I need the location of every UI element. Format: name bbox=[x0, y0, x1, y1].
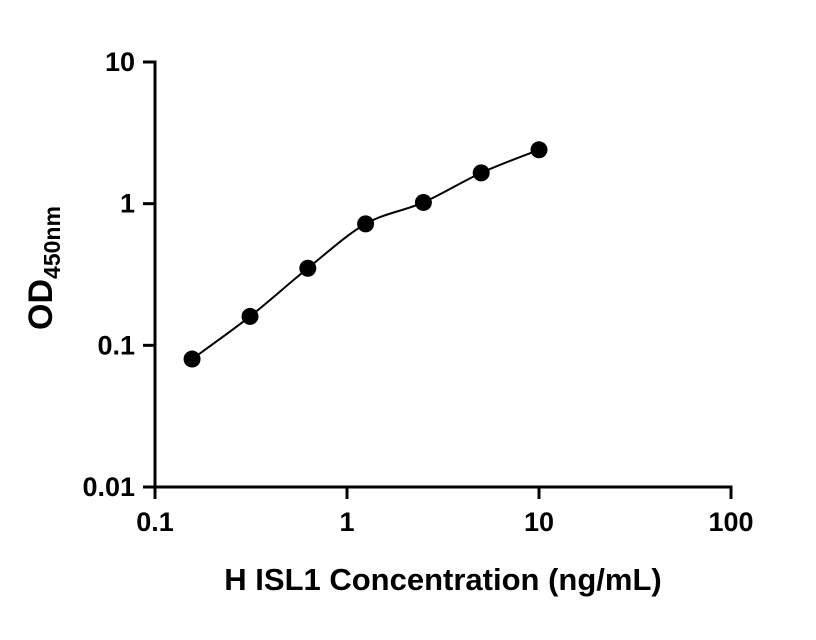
y-axis-title-main: OD bbox=[22, 279, 60, 330]
x-tick-label: 0.1 bbox=[136, 507, 174, 537]
data-point bbox=[241, 307, 259, 325]
y-tick-label: 1 bbox=[120, 189, 135, 219]
y-tick-label: 0.01 bbox=[82, 472, 135, 502]
y-tick-label: 0.1 bbox=[97, 330, 135, 360]
data-point bbox=[472, 164, 490, 182]
x-tick-label: 10 bbox=[524, 507, 554, 537]
x-axis-title: H ISL1 Concentration (ng/mL) bbox=[224, 562, 661, 597]
y-axis-title-subscript: 450nm bbox=[39, 206, 65, 279]
x-tick-label: 100 bbox=[708, 507, 753, 537]
series-layer bbox=[183, 141, 548, 368]
fit-curve-line bbox=[191, 148, 540, 360]
data-point bbox=[414, 193, 432, 211]
x-tick-label: 1 bbox=[339, 507, 354, 537]
data-point bbox=[299, 259, 317, 277]
data-point bbox=[357, 215, 375, 233]
axes-layer bbox=[153, 60, 733, 489]
y-axis-title: OD450nm bbox=[22, 206, 65, 330]
data-point bbox=[183, 350, 201, 368]
data-point bbox=[530, 141, 548, 159]
y-tick-label: 10 bbox=[105, 47, 135, 77]
